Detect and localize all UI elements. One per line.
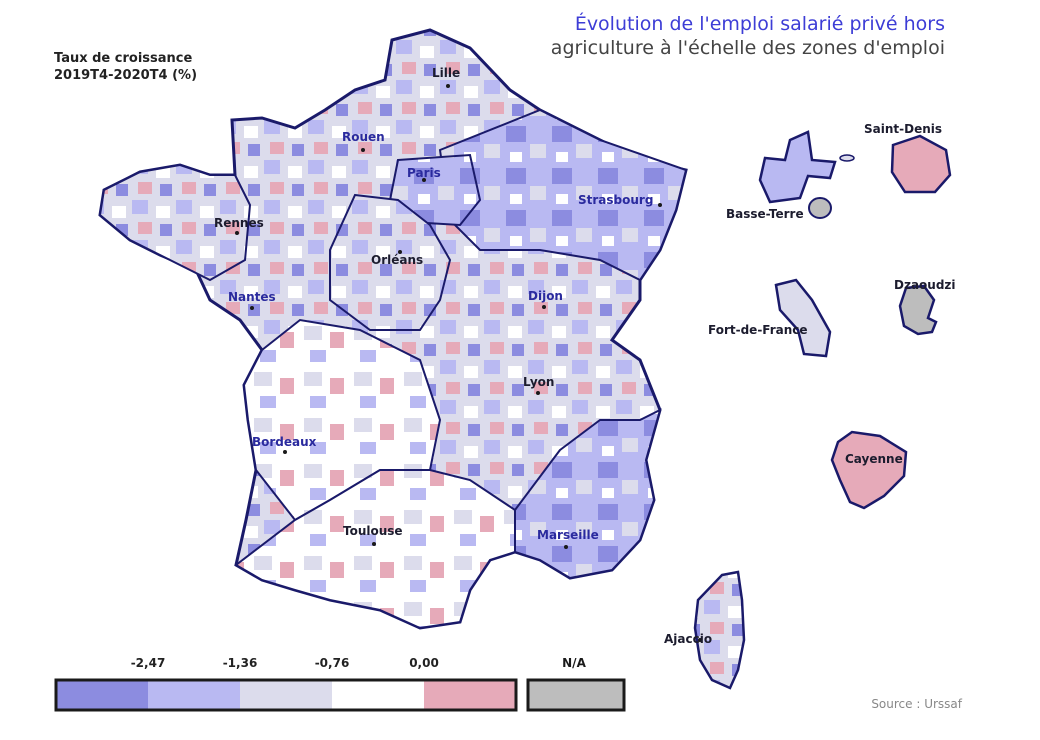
reunion	[890, 134, 952, 194]
paris-marker	[422, 178, 426, 182]
legend-title-line-1: Taux de croissance	[54, 51, 193, 66]
title-line-2: agriculture à l'échelle des zones d'empl…	[550, 37, 945, 59]
ajaccio-marker	[698, 638, 702, 642]
city-label-lille: Lille	[432, 66, 461, 80]
label-cayenne: Cayenne	[845, 452, 903, 466]
city-label-strasbourg: Strasbourg	[578, 193, 654, 207]
legend-break-4: 0,00	[409, 656, 439, 670]
bordeaux-marker	[283, 450, 287, 454]
legend-class-2	[148, 680, 240, 710]
city-label-orleans: Orléans	[371, 253, 424, 267]
strasbourg-marker	[658, 203, 662, 207]
guadeloupe-islet-2	[839, 154, 855, 162]
legend-bar	[54, 678, 626, 712]
rennes-marker	[235, 231, 239, 235]
label-basse-terre: Basse-Terre	[726, 207, 804, 221]
city-label-bordeaux: Bordeaux	[252, 435, 317, 449]
guadeloupe	[758, 130, 837, 204]
label-dzaoudzi: Dzaoudzi	[894, 278, 956, 292]
city-label-rennes: Rennes	[214, 216, 264, 230]
region-southeast	[514, 408, 662, 580]
legend-title-line-2: 2019T4-2020T4 (%)	[54, 68, 198, 83]
legend-break-3: -0,76	[314, 656, 350, 670]
dijon-marker	[542, 305, 546, 309]
city-label-ajaccio: Ajaccio	[664, 632, 713, 646]
city-label-rouen: Rouen	[342, 130, 385, 144]
nantes-marker	[250, 306, 254, 310]
city-label-marseille: Marseille	[537, 528, 599, 542]
legend-frame	[54, 678, 518, 712]
source-note: Source : Urssaf	[871, 697, 962, 711]
city-label-dijon: Dijon	[528, 289, 563, 303]
city-label-toulouse: Toulouse	[343, 524, 403, 538]
legend-class-4	[332, 680, 424, 710]
guyane	[830, 430, 908, 510]
corsica	[693, 570, 746, 690]
orleans-marker	[398, 250, 402, 254]
legend-class-3	[240, 680, 332, 710]
title-line-1: Évolution de l'emploi salarié privé hors	[574, 13, 945, 35]
legend-na-label: N/A	[562, 656, 586, 670]
marseille-marker	[564, 545, 568, 549]
toulouse-marker	[372, 542, 376, 546]
legend-break-2: -1,36	[222, 656, 258, 670]
city-label-lyon: Lyon	[523, 375, 555, 389]
label-saint-denis: Saint-Denis	[864, 122, 943, 136]
map-title: Évolution de l'emploi salarié privé hors…	[551, 12, 945, 60]
rouen-marker	[361, 148, 365, 152]
guadeloupe-islet	[808, 197, 832, 219]
martinique	[774, 278, 832, 358]
lyon-marker	[536, 391, 540, 395]
region-centre	[329, 193, 452, 331]
legend-break-1: -2,47	[130, 656, 166, 670]
region-south	[234, 469, 516, 630]
mayotte	[898, 284, 938, 336]
legend-title: Taux de croissance 2019T4-2020T4 (%)	[54, 50, 197, 84]
city-label-paris: Paris	[407, 166, 441, 180]
legend-na-swatch	[526, 678, 626, 712]
legend-class-5	[424, 680, 516, 710]
region-east	[438, 108, 688, 282]
lille-marker	[446, 84, 450, 88]
label-fort-de-france: Fort-de-France	[708, 323, 808, 337]
legend-class-1	[56, 680, 148, 710]
region-brittany	[98, 163, 252, 282]
city-label-nantes: Nantes	[228, 290, 276, 304]
